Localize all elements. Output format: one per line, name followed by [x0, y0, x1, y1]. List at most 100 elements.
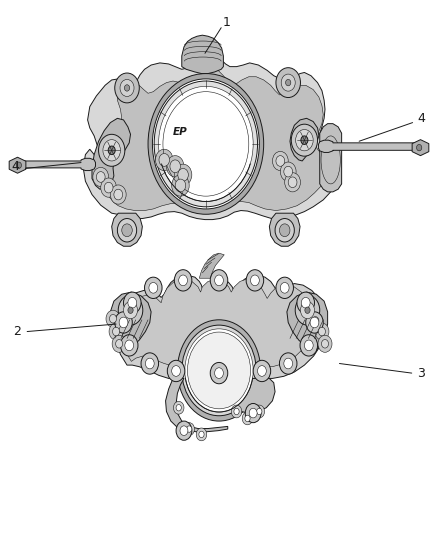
Circle shape [251, 275, 259, 286]
Circle shape [179, 275, 187, 286]
Circle shape [159, 86, 253, 201]
Circle shape [110, 314, 117, 323]
Circle shape [154, 81, 258, 207]
Circle shape [312, 317, 319, 325]
Circle shape [141, 353, 159, 374]
Circle shape [196, 428, 207, 441]
Circle shape [304, 340, 313, 351]
Polygon shape [269, 213, 300, 246]
Circle shape [318, 335, 332, 352]
Circle shape [257, 408, 262, 415]
Circle shape [285, 173, 300, 192]
Polygon shape [320, 124, 342, 192]
Circle shape [279, 224, 290, 237]
Circle shape [180, 426, 188, 435]
Circle shape [159, 154, 170, 166]
Circle shape [210, 270, 228, 291]
Circle shape [258, 366, 266, 376]
Polygon shape [99, 68, 326, 211]
Circle shape [297, 292, 314, 313]
Polygon shape [114, 275, 326, 379]
Circle shape [173, 401, 184, 414]
Circle shape [231, 405, 242, 418]
Circle shape [104, 182, 113, 193]
Circle shape [174, 164, 192, 185]
Polygon shape [83, 50, 341, 220]
Circle shape [124, 85, 130, 91]
Circle shape [114, 189, 123, 200]
Circle shape [288, 177, 297, 188]
Circle shape [210, 362, 228, 384]
Circle shape [120, 79, 134, 96]
Circle shape [321, 340, 328, 348]
Circle shape [291, 124, 318, 156]
Circle shape [120, 335, 138, 356]
Circle shape [124, 302, 138, 319]
Polygon shape [199, 253, 224, 278]
Circle shape [122, 224, 132, 237]
Circle shape [276, 277, 293, 298]
Circle shape [99, 134, 125, 166]
Circle shape [112, 335, 126, 352]
Circle shape [279, 353, 297, 374]
Circle shape [117, 219, 137, 242]
Circle shape [176, 421, 192, 440]
Circle shape [125, 340, 134, 351]
Circle shape [306, 312, 323, 333]
Text: 1: 1 [223, 16, 231, 29]
Circle shape [310, 317, 319, 328]
Circle shape [187, 426, 192, 432]
Circle shape [113, 327, 120, 336]
Text: 2: 2 [13, 325, 21, 338]
Circle shape [234, 408, 239, 415]
Circle shape [301, 136, 308, 144]
Circle shape [286, 79, 291, 86]
Circle shape [276, 156, 285, 166]
Polygon shape [112, 213, 142, 246]
Polygon shape [412, 140, 429, 156]
Circle shape [301, 297, 310, 308]
Circle shape [281, 74, 295, 91]
Circle shape [284, 166, 293, 177]
Circle shape [296, 130, 313, 151]
Polygon shape [318, 140, 420, 152]
Circle shape [253, 360, 271, 382]
Circle shape [118, 295, 143, 325]
Circle shape [96, 172, 105, 182]
Circle shape [300, 302, 314, 319]
Circle shape [275, 219, 294, 242]
Circle shape [101, 178, 117, 197]
Polygon shape [182, 35, 223, 74]
Circle shape [116, 340, 123, 348]
Circle shape [148, 74, 264, 214]
Circle shape [215, 368, 223, 378]
Circle shape [245, 415, 250, 422]
Circle shape [272, 151, 288, 171]
Circle shape [93, 167, 109, 187]
Polygon shape [287, 292, 328, 351]
Circle shape [417, 144, 422, 151]
Circle shape [300, 335, 318, 356]
Circle shape [249, 408, 257, 418]
Circle shape [167, 360, 185, 382]
Circle shape [145, 277, 162, 298]
Circle shape [215, 275, 223, 286]
Circle shape [199, 431, 204, 438]
Circle shape [280, 282, 289, 293]
Circle shape [109, 323, 123, 340]
Circle shape [185, 329, 253, 412]
Circle shape [305, 307, 310, 313]
Circle shape [128, 307, 133, 313]
Circle shape [174, 270, 192, 291]
Circle shape [245, 403, 261, 423]
Circle shape [115, 73, 139, 103]
Circle shape [280, 162, 296, 181]
Circle shape [176, 405, 181, 411]
Circle shape [115, 312, 132, 333]
Circle shape [103, 140, 120, 161]
Circle shape [149, 282, 158, 293]
Text: EP: EP [173, 127, 188, 136]
Circle shape [187, 332, 251, 409]
Circle shape [318, 327, 325, 336]
Circle shape [175, 179, 186, 192]
